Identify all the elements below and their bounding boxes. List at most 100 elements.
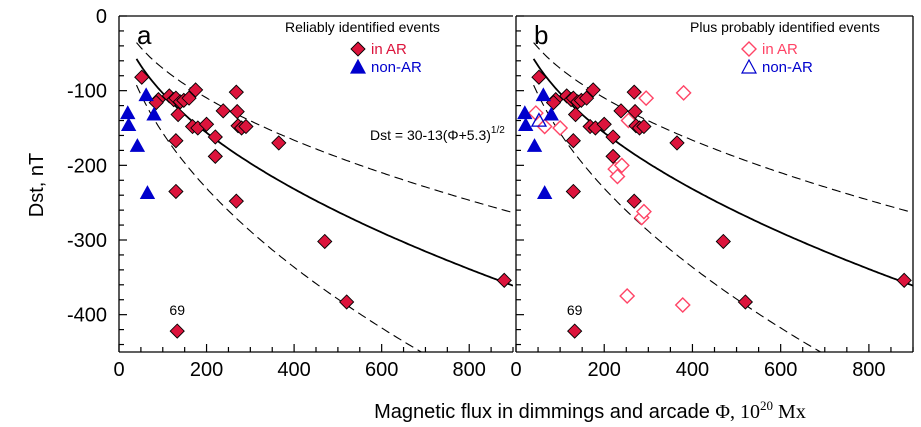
non-ar-point [120,105,136,120]
x-tick-label: 0 [113,359,124,381]
legend-non-ar-label: non-AR [762,59,813,76]
probable-in-ar-point [638,90,655,107]
in-ar-point [896,272,912,288]
in-ar-point [605,129,621,145]
legend-in-ar-marker [350,41,366,57]
in-ar-point [496,272,512,288]
in-ar-point [207,148,223,165]
non-ar-point [543,106,559,121]
in-ar-point [169,323,185,339]
x-tick-label: 400 [277,359,310,381]
x-axis-title-symbol: Φ, 10 [715,401,760,423]
panel-b: 0 200 400 600 800 69 b Plus probably identified… [510,15,914,381]
probable-in-ar-point [613,157,630,174]
in-ar-point [669,135,685,151]
probable-in-ar-point [635,203,652,220]
x-axis-title-main: Magnetic flux in dimmings and arcade [374,401,715,423]
probable-in-ar-point [619,288,636,304]
in-ar-point [215,103,231,119]
panel-letter: a [137,20,152,50]
legend-title: Reliably identified events [285,19,440,35]
lower-bound-curve [135,84,423,352]
panel-a: 0 200 400 600 800 0 -100 -200 -300 -400 69 a Reliabl… [67,6,514,381]
y-tick-label: 0 [96,6,107,28]
fit-equation-exponent: 1/2 [491,125,505,136]
non-ar-point [517,105,533,120]
in-ar-point [636,118,652,135]
x-axis-title-exponent: 20 [760,398,773,413]
x-tick-label: 800 [453,359,486,381]
in-ar-point [228,84,244,100]
x-tick-label: 400 [676,359,709,381]
in-ar-point [567,323,583,339]
legend-in-ar-label: in AR [762,41,798,58]
non-ar-point [139,185,156,199]
in-ar-point [181,90,197,106]
x-tick-label: 0 [510,359,521,381]
non-ar-point [120,117,137,132]
in-ar-point [626,193,642,209]
in-ar-point [170,106,186,123]
y-tick-label: -300 [67,230,107,252]
in-ar-point [238,118,254,135]
probable-in-ar-point [675,84,692,101]
legend-non-ar-marker [740,58,758,74]
in-ar-point [626,84,642,100]
in-ar-point [207,129,223,145]
upper-bound-curve [533,42,913,214]
in-ar-point [198,116,215,132]
in-ar-point [578,90,595,106]
in-ar-point [168,183,184,200]
x-tick-label: 800 [852,359,885,381]
upper-bound-curve [136,42,513,214]
legend-non-ar-label: non-AR [371,59,422,76]
legend-in-ar-label: in AR [371,41,407,58]
in-ar-point [613,103,629,119]
fit-equation-main: Dst = 30-13(Φ+5.3) [370,127,491,143]
non-ar-point [518,117,534,132]
in-ar-point [229,103,245,120]
y-tick-label: -100 [67,81,107,103]
non-ar-point [526,138,543,152]
in-ar-point [715,233,731,250]
panel-letter: b [534,20,548,50]
event-69-label: 69 [567,302,583,318]
legend-in-ar-marker [741,41,757,57]
in-ar-point [531,69,547,85]
non-ar-point [138,87,154,102]
in-ar-point [627,103,643,120]
in-ar-point [605,148,621,165]
non-ar-point [535,87,552,102]
y-axis-title: Dst, nT [26,153,48,217]
in-ar-point [596,116,612,132]
non-ar-point [129,138,146,152]
legend-title: Plus probably identified events [690,19,880,35]
in-ar-point [317,233,333,250]
non-ar-point [146,106,162,121]
x-tick-label: 200 [190,359,223,381]
in-ar-point [585,82,601,98]
in-ar-point [565,133,581,149]
non-ar-point [536,185,553,199]
x-axis-title: Magnetic flux in dimmings and arcade Φ, … [374,398,806,423]
in-ar-point [168,133,184,149]
in-ar-point [567,106,584,123]
probable-in-ar-point [674,296,691,313]
in-ar-point [271,135,287,151]
lower-bound-curve [533,84,822,352]
probable-in-ar-point [609,168,626,185]
in-ar-point [134,69,150,85]
x-tick-label: 600 [365,359,398,381]
event-69-label: 69 [169,302,185,318]
probable-in-ar-point [552,120,569,136]
x-tick-label: 600 [764,359,797,381]
y-tick-label: -400 [67,305,107,327]
in-ar-point [339,294,355,310]
legend-non-ar-marker [349,58,367,74]
in-ar-point [187,82,204,98]
x-tick-label: 200 [588,359,621,381]
in-ar-point [565,183,581,200]
x-axis-title-unit: Mx [773,401,806,423]
in-ar-point [737,294,754,310]
